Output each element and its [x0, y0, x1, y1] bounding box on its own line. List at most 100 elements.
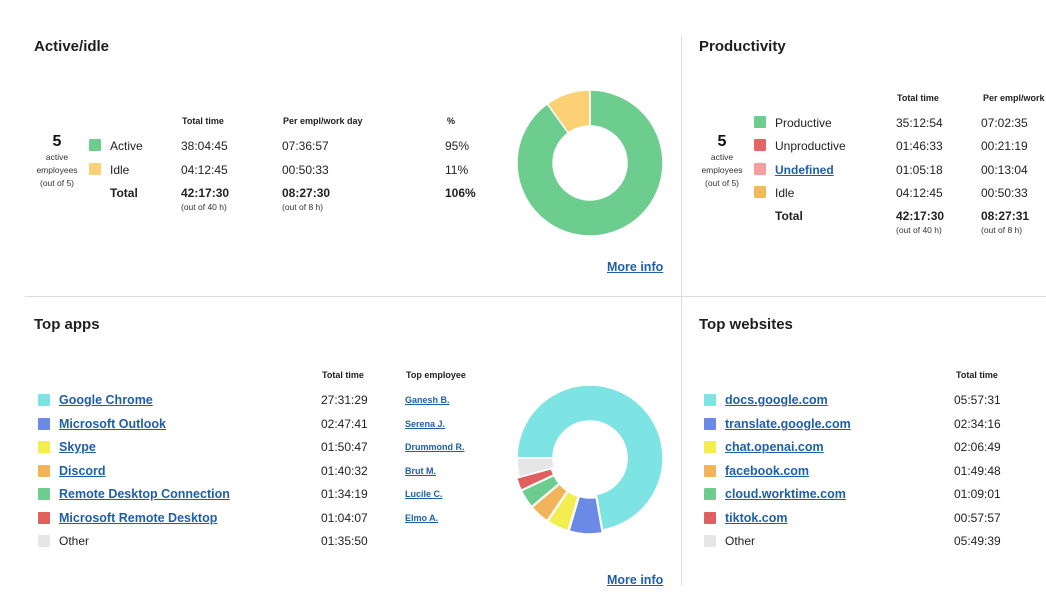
total-time-sub: (out of 40 h)	[896, 225, 942, 235]
row-total: 01:05:18	[896, 163, 943, 177]
row-pct: 95%	[445, 139, 470, 153]
legend-swatch	[38, 394, 50, 406]
row-total: 02:06:49	[954, 440, 1001, 454]
top-employee-link[interactable]: Serena J.	[405, 419, 446, 429]
legend-swatch	[704, 488, 716, 500]
total-per-sub: (out of 8 h)	[981, 225, 1023, 235]
legend-swatch	[704, 465, 716, 477]
website-link[interactable]: translate.google.com	[725, 417, 851, 431]
row-per: 00:50:33	[981, 186, 1028, 200]
employees-count: 5	[717, 133, 727, 150]
header-total-time: Total time	[956, 370, 998, 380]
total-pct: 106%	[445, 186, 476, 200]
row-pct: 11%	[445, 163, 469, 177]
legend-swatch-other	[704, 535, 716, 547]
total-label: Total	[110, 186, 138, 200]
row-total: 01:04:07	[321, 511, 368, 525]
legend-swatch-undefined	[754, 163, 766, 175]
active-employees-summary: 5 active employees (out of 5)	[30, 133, 84, 190]
legend-swatch-idle	[754, 186, 766, 198]
row-total: 01:34:19	[321, 487, 368, 501]
active-employees-summary: 5 active employees (out of 5)	[695, 133, 749, 190]
legend-swatch-active	[89, 139, 101, 151]
legend-swatch	[704, 394, 716, 406]
total-time: 42:17:30	[896, 209, 945, 223]
row-total: 01:50:47	[321, 440, 368, 454]
legend-swatch	[38, 441, 50, 453]
row-label: Productive	[775, 116, 832, 130]
total-per: 08:27:31	[981, 209, 1030, 223]
app-link[interactable]: Remote Desktop Connection	[59, 487, 230, 501]
header-top-employee: Top employee	[406, 370, 466, 380]
donut-slice-discord	[531, 482, 569, 522]
more-info-link[interactable]: More info	[607, 260, 664, 274]
top-employee-link[interactable]: Ganesh B.	[405, 395, 450, 405]
more-info-link[interactable]: More info	[607, 573, 664, 587]
panel-title: Top websites	[699, 316, 793, 333]
top-employee-link[interactable]: Lucile C.	[405, 489, 443, 499]
legend-swatch-idle	[89, 163, 101, 175]
legend-swatch	[704, 512, 716, 524]
website-other-label: Other	[725, 534, 756, 548]
website-link[interactable]: docs.google.com	[725, 393, 828, 407]
row-label: Idle	[775, 186, 795, 200]
app-link[interactable]: Skype	[59, 440, 96, 454]
row-total: 35:12:54	[896, 116, 943, 130]
top-employee-link[interactable]: Elmo A.	[405, 513, 439, 523]
legend-swatch-productive	[754, 116, 766, 128]
legend-swatch-other	[38, 535, 50, 547]
legend-swatch	[704, 441, 716, 453]
row-per: 07:36:57	[282, 139, 329, 153]
row-label: Idle	[110, 163, 130, 177]
row-per: 07:02:35	[981, 116, 1028, 130]
row-label: Active	[110, 139, 143, 153]
panel-title: Productivity	[699, 38, 786, 55]
header-total-time: Total time	[897, 93, 939, 103]
top-employee-link[interactable]: Drummond R.	[405, 442, 465, 452]
row-total: 04:12:45	[181, 163, 228, 177]
top-apps-donut-chart	[515, 384, 664, 535]
website-link[interactable]: tiktok.com	[725, 511, 788, 525]
donut-slice-microsoft-outlook	[568, 495, 604, 535]
vertical-divider	[681, 36, 682, 586]
row-total: 00:57:57	[954, 511, 1001, 525]
row-per: 00:50:33	[282, 163, 329, 177]
row-total: 38:04:45	[181, 139, 228, 153]
horizontal-divider	[25, 296, 1046, 297]
app-link[interactable]: Discord	[59, 464, 106, 478]
row-total: 02:34:16	[954, 417, 1001, 431]
undefined-link[interactable]: Undefined	[775, 163, 834, 177]
app-link[interactable]: Google Chrome	[59, 393, 153, 407]
total-per: 08:27:30	[282, 186, 331, 200]
row-total: 01:49:48	[954, 464, 1001, 478]
row-total: 27:31:29	[321, 393, 368, 407]
donut-slice-skype	[546, 490, 580, 532]
header-total-time: Total time	[182, 116, 224, 126]
header-total-time: Total time	[322, 370, 364, 380]
header-per-empl: Per empl/work day	[283, 116, 363, 126]
website-link[interactable]: facebook.com	[725, 464, 810, 478]
donut-slice-active	[516, 89, 664, 237]
website-link[interactable]: cloud.worktime.com	[725, 487, 846, 501]
row-total: 01:40:32	[321, 464, 368, 478]
legend-swatch-unproductive	[754, 139, 766, 151]
row-total: 01:46:33	[896, 139, 943, 153]
legend-swatch	[38, 418, 50, 430]
row-label: Unproductive	[775, 139, 846, 153]
header-per-empl: Per empl/work	[983, 93, 1045, 103]
donut-slice-idle	[546, 89, 591, 135]
header-percent: %	[447, 116, 456, 126]
row-total: 02:47:41	[321, 417, 368, 431]
app-other-label: Other	[59, 534, 90, 548]
app-link[interactable]: Microsoft Outlook	[59, 417, 166, 431]
app-link[interactable]: Microsoft Remote Desktop	[59, 511, 218, 525]
row-total: 04:12:45	[896, 186, 943, 200]
top-employee-link[interactable]: Brut M.	[405, 466, 436, 476]
total-time-sub: (out of 40 h)	[181, 202, 227, 212]
legend-swatch	[38, 465, 50, 477]
legend-swatch	[704, 418, 716, 430]
website-link[interactable]: chat.openai.com	[725, 440, 824, 454]
row-total: 01:09:01	[954, 487, 1001, 501]
donut-slice-other	[516, 457, 556, 478]
panel-title: Top apps	[34, 316, 100, 333]
